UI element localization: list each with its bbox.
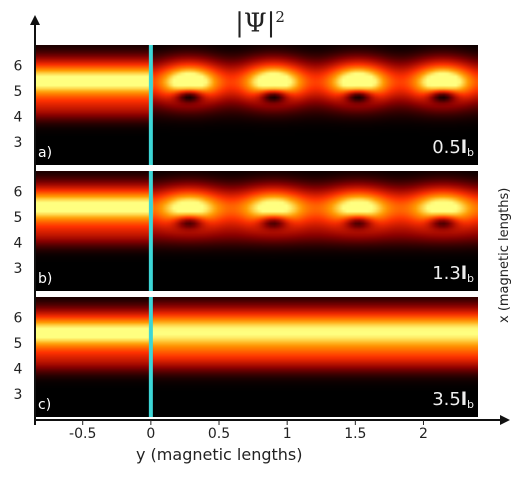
y-tick-label: 3 (14, 387, 23, 403)
x-axis-label: y (magnetic lengths) (136, 445, 303, 464)
y-tick-label: 4 (14, 109, 23, 125)
x-tick-label: 0 (146, 426, 155, 442)
magnetic-length-label: 3.5lb (432, 389, 474, 411)
y-tick-label: 5 (14, 84, 23, 100)
x-tick-label: -0.5 (69, 426, 96, 442)
x-tick-label: 0.5 (208, 426, 230, 442)
magnetic-length-label: 0.5lb (432, 137, 474, 159)
barrier-line (148, 45, 153, 165)
y-tick-label: 3 (14, 261, 23, 277)
y-axis-label: x (magnetic lengths) (497, 187, 512, 323)
panel-b: b) 1.3lb (35, 171, 478, 291)
panel-a: a) 0.5lb (35, 45, 478, 165)
barrier-line (148, 297, 153, 417)
y-axis-label-wrapper: x (magnetic lengths) (494, 168, 516, 338)
y-tick-label: 4 (14, 361, 23, 377)
y-tick-label: 5 (14, 336, 23, 352)
y-tick-label: 3 (14, 135, 23, 151)
x-tick-label: 1.5 (344, 426, 366, 442)
panel-label: a) (38, 145, 52, 161)
magnetic-length-label: 1.3lb (432, 263, 474, 285)
x-tick-label: 2 (419, 426, 428, 442)
panel-c: c) 3.5lb (35, 297, 478, 417)
y-tick-label: 5 (14, 210, 23, 226)
figure-title: |Ψ|2 (235, 8, 285, 39)
y-tick-label: 6 (14, 58, 23, 74)
y-tick-label: 6 (14, 310, 23, 326)
density-heatmap (35, 171, 478, 291)
panel-label: b) (38, 271, 52, 287)
x-tick-label: 1 (283, 426, 292, 442)
barrier-line (148, 171, 153, 291)
y-tick-label: 6 (14, 184, 23, 200)
density-heatmap (35, 45, 478, 165)
density-heatmap (35, 297, 478, 417)
y-tick-label: 4 (14, 235, 23, 251)
panel-label: c) (38, 397, 51, 413)
